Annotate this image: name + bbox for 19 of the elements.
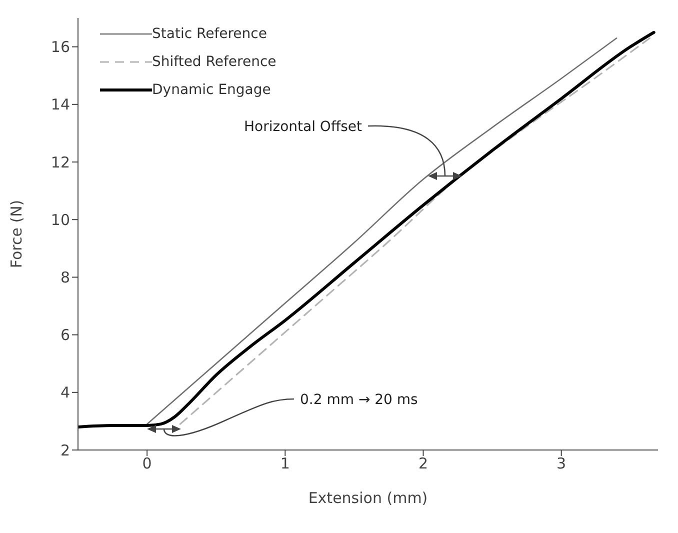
legend-label: Shifted Reference — [152, 54, 276, 70]
y-tick-label: 10 — [50, 210, 70, 229]
y-tick-label: 12 — [50, 153, 70, 172]
y-axis-title: Force (N) — [7, 200, 26, 268]
x-tick-label: 1 — [280, 454, 290, 473]
x-axis-title: Extension (mm) — [308, 489, 428, 507]
y-tick-label: 4 — [60, 384, 70, 402]
x-tick-label: 0 — [142, 454, 152, 473]
y-tick-label: 16 — [50, 38, 70, 56]
y-tick-label: 14 — [50, 96, 70, 114]
legend-label: Dynamic Engage — [152, 82, 271, 98]
x-tick-label: 3 — [556, 454, 566, 473]
y-tick-label: 6 — [60, 326, 70, 344]
annotation: 0.2 mm → 20 ms — [300, 392, 418, 408]
x-tick-label: 2 — [418, 454, 428, 473]
y-tick-label: 8 — [60, 268, 70, 287]
y-tick-label: 2 — [60, 441, 70, 460]
annotation: Horizontal Offset — [244, 119, 363, 135]
legend-label: Static Reference — [152, 26, 267, 42]
